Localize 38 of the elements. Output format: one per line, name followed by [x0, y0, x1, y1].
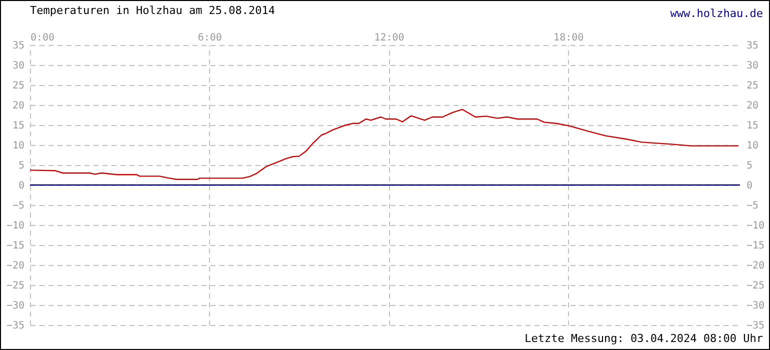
y2-tick-label: −15: [746, 240, 765, 252]
y2-tick-label: 35: [746, 40, 759, 52]
text: Letzte Messung: 03.04.2024 08:00 Uhr: [524, 332, 763, 345]
x-tick-label: 12:00: [374, 32, 404, 44]
y-tick-label: 35: [12, 40, 24, 52]
y2-tick-label: −5: [746, 200, 759, 212]
y2-tick-label: 20: [746, 100, 759, 112]
y-tick-label: −10: [6, 220, 24, 232]
y2-tick-label: −10: [746, 220, 765, 232]
y2-tick-label: −25: [746, 280, 765, 292]
y-tick-label: −30: [6, 300, 24, 312]
y2-tick-label: 25: [746, 80, 759, 92]
y-tick-label: 15: [12, 120, 24, 132]
chart-title: Temperaturen in Holzhau am 25.08.2014: [30, 4, 276, 17]
y-tick-label: 30: [12, 60, 24, 72]
y-tick-label: −20: [6, 260, 24, 272]
line-series: [29, 108, 740, 180]
y-tick-label: −25: [6, 280, 24, 292]
y2-tick-label: −20: [746, 260, 765, 272]
y-tick-label: −35: [6, 320, 24, 332]
text: www.holzhau.de: [670, 7, 763, 20]
y2-tick-label: −30: [746, 300, 765, 312]
y2-tick-label: 10: [746, 140, 759, 152]
y-tick-label: 20: [12, 100, 24, 112]
y2-tick-label: −35: [746, 320, 765, 332]
y2-tick-label: 5: [746, 160, 753, 172]
y-tick-label: 10: [12, 140, 24, 152]
y2-tick-label: 30: [746, 60, 759, 72]
x-tick-label: 0:00: [30, 32, 55, 44]
x-tick-label: 6:00: [198, 32, 222, 44]
y2-tick-label: 15: [746, 120, 759, 132]
y-tick-label: 5: [18, 160, 24, 172]
x-tick-label: 18:00: [554, 32, 584, 44]
y-tick-label: 25: [12, 80, 24, 92]
y-tick-label: 0: [18, 180, 24, 192]
y2-tick-label: 0: [746, 180, 753, 192]
y-tick-label: −15: [6, 240, 24, 252]
y-tick-label: −5: [12, 200, 24, 212]
